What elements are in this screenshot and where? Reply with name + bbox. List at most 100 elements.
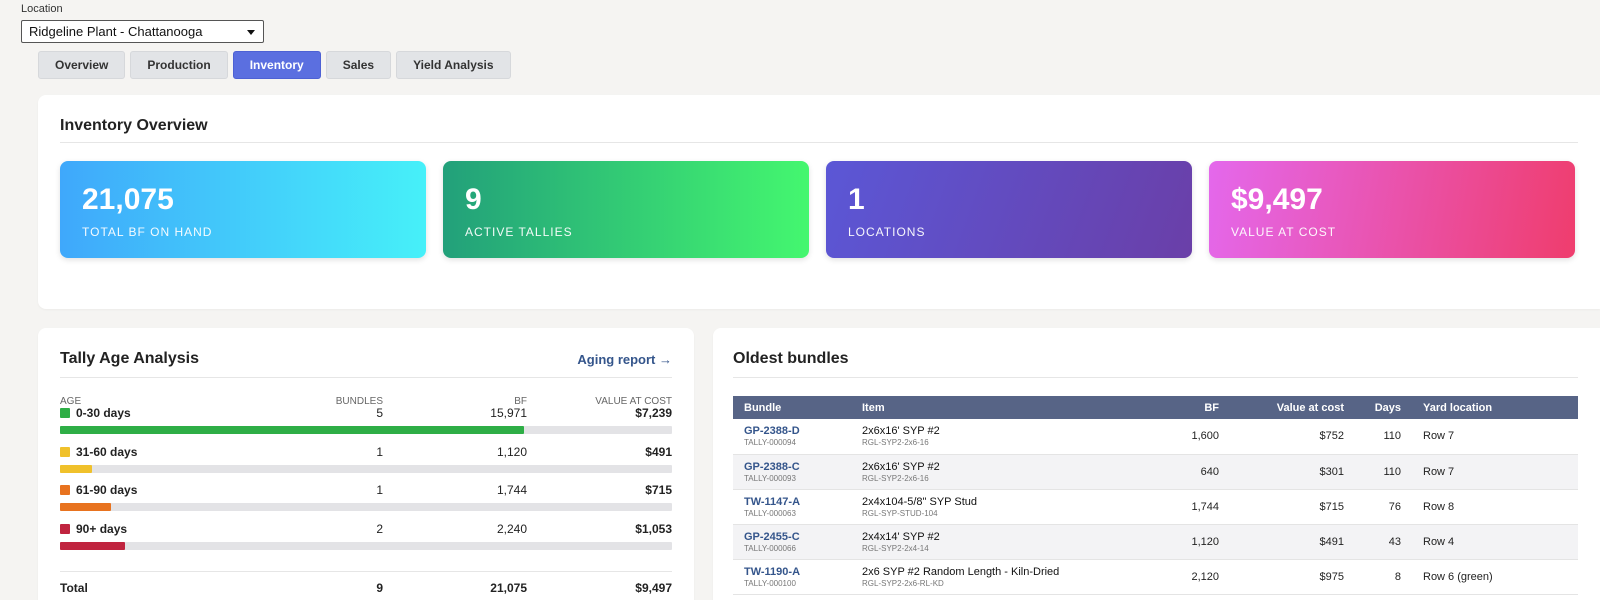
cell-value: $715 bbox=[1230, 489, 1355, 525]
tally-age-label: 31-60 days bbox=[76, 444, 138, 459]
total-bundles: 9 bbox=[376, 581, 383, 595]
table-row[interactable]: TW-1147-A TALLY-000063 2x4x104-5/8" SYP St… bbox=[733, 489, 1578, 525]
oldest-bundles-card: Oldest bundles Bundle Item BF Value at c… bbox=[713, 328, 1600, 600]
cell-item: 2x4x14' SYP #2 RGL-SYP2-2x4-14 bbox=[851, 524, 1151, 560]
bundles-table: Bundle Item BF Value at cost Days Yard l… bbox=[733, 396, 1578, 595]
tally-age: 90+ days bbox=[60, 522, 127, 536]
tab-production[interactable]: Production bbox=[130, 51, 228, 79]
col-days: Days bbox=[1355, 396, 1412, 419]
tally-value: $7,239 bbox=[635, 406, 672, 420]
table-row[interactable]: GP-2455-C TALLY-000066 2x4x14' SYP #2 RGL-S… bbox=[733, 524, 1578, 560]
tally-id: TALLY-000094 bbox=[744, 438, 796, 448]
tally-bf: 2,240 bbox=[496, 521, 527, 536]
tab-sales[interactable]: Sales bbox=[325, 51, 392, 79]
cell-item: 2x4x104-5/8" SYP Stud RGL-SYP-STUD-104 bbox=[851, 489, 1151, 525]
table-header-row: Bundle Item BF Value at cost Days Yard l… bbox=[733, 396, 1578, 419]
bundle-link[interactable]: GP-2455-C bbox=[744, 530, 800, 543]
age-swatch bbox=[60, 446, 70, 457]
cell-value: $752 bbox=[1230, 419, 1355, 455]
age-bar-fill bbox=[60, 464, 93, 473]
bundle-link[interactable]: GP-2388-C bbox=[744, 460, 800, 473]
col-value: Value at cost bbox=[1230, 396, 1355, 419]
age-swatch bbox=[60, 523, 70, 534]
age-bar-track bbox=[60, 464, 672, 473]
item-sku: RGL-SYP2-2x6-RL-KD bbox=[862, 578, 944, 588]
tally-bf: 1,744 bbox=[496, 483, 527, 497]
tally-id: TALLY-000100 bbox=[744, 578, 796, 588]
cell-bundle: GP-2388-D TALLY-000094 bbox=[733, 419, 851, 455]
age-bar-fill bbox=[60, 503, 111, 511]
age-bar-fill bbox=[60, 426, 524, 434]
cell-bf: 2,120 bbox=[1151, 559, 1230, 595]
tally-title: Tally Age Analysis bbox=[60, 350, 200, 367]
item-name: 2x6x16' SYP #2 bbox=[862, 460, 940, 473]
cell-bf: 640 bbox=[1151, 454, 1230, 490]
cell-item: 2x6x16' SYP #2 RGL-SYP2-2x6-16 bbox=[851, 419, 1151, 455]
divider bbox=[60, 377, 672, 378]
tally-age: 0-30 days bbox=[60, 406, 131, 420]
tab-label: Yield Analysis bbox=[413, 58, 494, 72]
tab-yield-analysis[interactable]: Yield Analysis bbox=[396, 51, 511, 79]
tab-overview[interactable]: Overview bbox=[38, 51, 126, 79]
tally-age-label: 61-90 days bbox=[76, 483, 138, 497]
table-row[interactable]: GP-2388-C TALLY-000093 2x6x16' SYP #2 RGL-S… bbox=[733, 454, 1578, 490]
item-name: 2x4x104-5/8" SYP Stud bbox=[862, 495, 978, 508]
tally-row: 0-30 days 5 15,971 $7,239 bbox=[60, 406, 672, 436]
item-sku: RGL-SYP-STUD-104 bbox=[862, 508, 938, 518]
bundle-link[interactable]: TW-1147-A bbox=[744, 495, 801, 508]
inventory-overview-card: Inventory Overview 21,075 TOTAL BF ON HA… bbox=[38, 95, 1600, 309]
cell-item: 2x6x16' SYP #2 RGL-SYP2-2x6-16 bbox=[851, 454, 1151, 490]
table-row[interactable]: GP-2388-D TALLY-000094 2x6x16' SYP #2 RGL-S… bbox=[733, 419, 1578, 455]
total-bf: 21,075 bbox=[490, 581, 527, 595]
tally-header: AGE BUNDLES BF VALUE AT COST bbox=[60, 396, 672, 408]
bundle-link[interactable]: TW-1190-A bbox=[744, 565, 801, 578]
cell-bf: 1,744 bbox=[1151, 489, 1230, 525]
kpi-active-tallies: 9 ACTIVE TALLIES bbox=[443, 161, 809, 258]
location-label: Location bbox=[21, 3, 63, 15]
cell-days: 43 bbox=[1355, 524, 1412, 560]
location-select[interactable]: Ridgeline Plant - Chattanooga bbox=[21, 20, 264, 43]
cell-bf: 1,600 bbox=[1151, 419, 1230, 455]
aging-report-link[interactable]: Aging report → bbox=[577, 352, 672, 367]
item-sku: RGL-SYP2-2x4-14 bbox=[862, 543, 929, 553]
kpi-total-bf: 21,075 TOTAL BF ON HAND bbox=[60, 161, 426, 258]
chevron-down-icon bbox=[247, 30, 255, 35]
total-value: $9,497 bbox=[635, 581, 672, 595]
col-bf: BF bbox=[1151, 396, 1230, 419]
tally-total-row: Total 9 21,075 $9,497 bbox=[60, 581, 672, 595]
cell-yard: Row 4 bbox=[1412, 524, 1578, 560]
table-row[interactable]: TW-1190-A TALLY-000100 2x6 SYP #2 Random L… bbox=[733, 559, 1578, 595]
cell-yard: Row 6 (green) bbox=[1412, 559, 1578, 595]
tab-inventory[interactable]: Inventory bbox=[232, 51, 321, 79]
cell-bf: 1,120 bbox=[1151, 524, 1230, 560]
kpi-label: LOCATIONS bbox=[848, 225, 926, 239]
tally-value: $1,053 bbox=[635, 521, 672, 536]
divider bbox=[60, 571, 672, 572]
kpi-value: $9,497 bbox=[1231, 183, 1323, 216]
cell-yard: Row 7 bbox=[1412, 419, 1578, 455]
tally-bundles: 5 bbox=[376, 406, 383, 420]
tally-bf: 1,120 bbox=[496, 444, 527, 459]
tally-bundles: 1 bbox=[376, 444, 383, 459]
tab-bar: Overview Production Inventory Sales Yiel… bbox=[38, 51, 511, 79]
age-swatch bbox=[60, 485, 70, 495]
tally-bundles: 1 bbox=[376, 483, 383, 497]
col-yard: Yard location bbox=[1412, 396, 1578, 419]
tally-bf: 15,971 bbox=[490, 406, 527, 420]
cell-value: $301 bbox=[1230, 454, 1355, 490]
bundles-title: Oldest bundles bbox=[733, 350, 849, 367]
tally-row: 61-90 days 1 1,744 $715 bbox=[60, 483, 672, 513]
tally-id: TALLY-000066 bbox=[744, 543, 796, 553]
tally-row: 31-60 days 1 1,120 $491 bbox=[60, 445, 672, 475]
tab-label: Inventory bbox=[249, 58, 304, 72]
tally-age-label: 0-30 days bbox=[76, 406, 131, 420]
divider bbox=[733, 377, 1578, 378]
tally-id: TALLY-000063 bbox=[744, 508, 796, 518]
tally-age-card: Tally Age Analysis Aging report → AGE BU… bbox=[38, 328, 694, 600]
header-bf: BF bbox=[514, 396, 527, 407]
bundle-link[interactable]: GP-2388-D bbox=[744, 425, 800, 438]
kpi-label: VALUE AT COST bbox=[1231, 225, 1337, 239]
age-bar-track bbox=[60, 541, 672, 550]
tab-label: Sales bbox=[342, 58, 375, 72]
cell-yard: Row 8 bbox=[1412, 489, 1578, 525]
